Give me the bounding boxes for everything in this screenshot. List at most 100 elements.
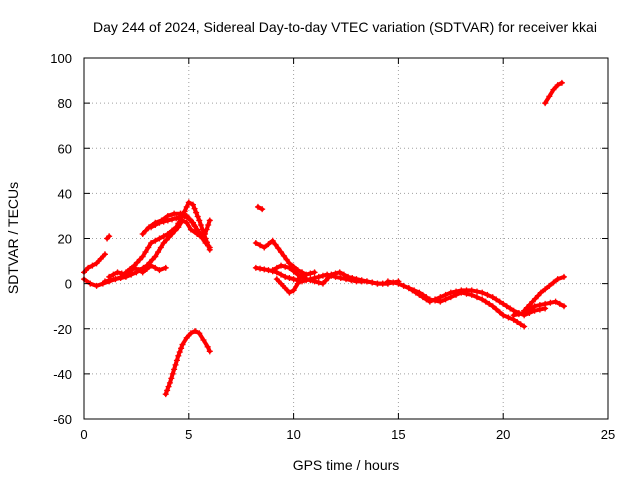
data-point xyxy=(486,300,493,307)
series-track-late-rise xyxy=(521,273,567,314)
y-tick-label: 60 xyxy=(58,141,72,156)
data-point xyxy=(114,269,121,276)
data-point xyxy=(122,271,129,278)
data-point xyxy=(517,321,524,328)
data-point xyxy=(311,269,318,276)
data-point xyxy=(261,266,268,273)
data-point xyxy=(191,221,198,228)
data-point xyxy=(178,345,185,352)
data-point xyxy=(106,273,113,280)
data-point xyxy=(101,278,108,285)
data-point xyxy=(156,267,163,274)
grid-lines xyxy=(84,58,608,419)
data-point xyxy=(419,294,426,301)
data-point xyxy=(442,291,449,298)
data-point xyxy=(117,274,124,281)
data-point xyxy=(155,249,162,256)
data-point xyxy=(315,273,322,280)
data-point xyxy=(162,264,169,271)
data-point xyxy=(529,298,536,305)
data-point xyxy=(550,86,557,93)
data-point xyxy=(127,268,134,275)
data-point xyxy=(176,349,183,356)
data-point xyxy=(139,269,146,276)
data-point xyxy=(196,217,203,224)
data-point xyxy=(278,271,285,278)
data-points xyxy=(81,79,567,398)
data-point xyxy=(196,330,203,337)
data-point xyxy=(423,296,430,303)
data-point xyxy=(400,282,407,289)
data-point xyxy=(286,264,293,271)
data-point xyxy=(93,282,100,289)
data-point xyxy=(173,215,180,222)
data-point xyxy=(560,303,567,310)
data-point xyxy=(282,285,289,292)
y-tick-label: 0 xyxy=(65,277,72,292)
data-point xyxy=(358,277,365,284)
data-point xyxy=(193,209,200,216)
data-point xyxy=(275,245,282,252)
data-point xyxy=(93,260,100,267)
data-point xyxy=(160,218,167,225)
data-point xyxy=(507,305,514,312)
data-point xyxy=(409,287,416,294)
data-point xyxy=(157,244,164,251)
series-track-isolated xyxy=(104,233,113,242)
data-point xyxy=(528,305,535,312)
data-point xyxy=(493,296,500,303)
data-point xyxy=(148,224,155,231)
data-point xyxy=(169,216,176,223)
data-point xyxy=(257,242,264,249)
data-point xyxy=(547,299,554,306)
data-point xyxy=(484,291,491,298)
x-tick-label: 15 xyxy=(391,427,405,442)
data-point xyxy=(187,330,194,337)
data-point xyxy=(202,230,209,237)
data-point xyxy=(535,292,542,299)
data-point xyxy=(252,240,259,247)
data-point xyxy=(142,249,149,256)
data-point xyxy=(165,383,172,390)
data-point xyxy=(322,277,329,284)
data-point xyxy=(164,230,171,237)
data-point xyxy=(286,289,293,296)
data-point xyxy=(261,244,268,251)
data-point xyxy=(135,267,142,274)
data-point xyxy=(416,291,423,298)
data-point xyxy=(166,379,173,386)
data-point xyxy=(97,255,104,262)
y-tick-label: 40 xyxy=(58,186,72,201)
data-point xyxy=(489,294,496,301)
data-point xyxy=(319,280,326,287)
data-point xyxy=(134,259,141,266)
data-point xyxy=(315,279,322,286)
data-point xyxy=(89,262,96,269)
data-point xyxy=(171,366,178,373)
data-point xyxy=(169,370,176,377)
data-point xyxy=(301,271,308,278)
data-point xyxy=(160,233,167,240)
data-point xyxy=(139,253,146,260)
data-point xyxy=(296,273,303,280)
data-point xyxy=(294,280,301,287)
data-point xyxy=(328,271,335,278)
data-point xyxy=(286,274,293,281)
data-point xyxy=(269,237,276,244)
data-point xyxy=(283,256,290,263)
data-point xyxy=(505,314,512,321)
y-tick-label: -40 xyxy=(53,367,72,382)
data-point xyxy=(542,300,549,307)
data-point xyxy=(325,274,332,281)
data-point xyxy=(278,249,285,256)
data-point xyxy=(172,361,179,368)
axis-ticks xyxy=(83,57,609,420)
data-point xyxy=(510,312,517,319)
data-point xyxy=(290,276,297,283)
data-point xyxy=(496,309,503,316)
series-track-late xyxy=(510,298,567,319)
data-point xyxy=(200,235,207,242)
data-point xyxy=(203,226,210,233)
